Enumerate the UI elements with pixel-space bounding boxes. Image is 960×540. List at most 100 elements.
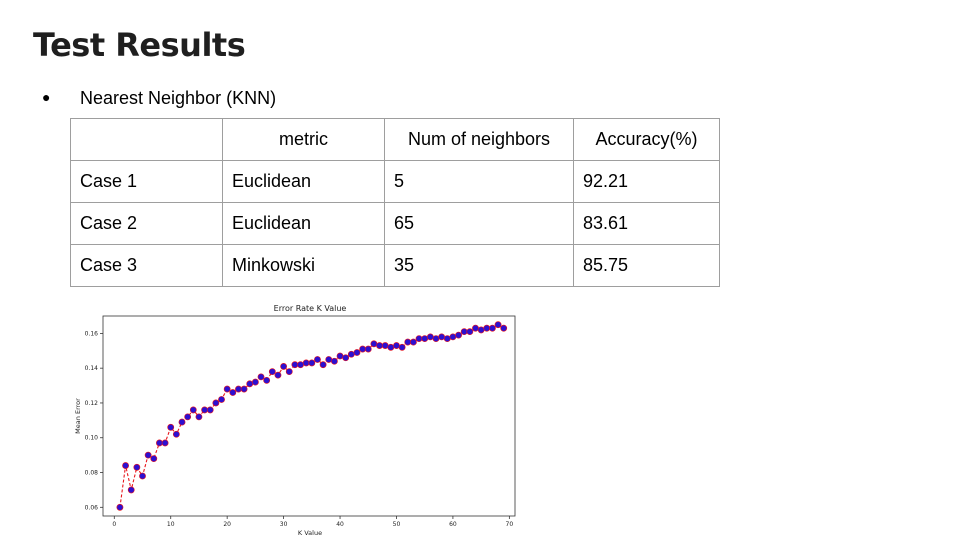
table-cell: 83.61 bbox=[573, 202, 720, 245]
header-cell-metric: metric bbox=[222, 118, 385, 161]
data-point bbox=[325, 356, 333, 363]
table-header-row: metric Num of neighbors Accuracy(%) bbox=[70, 118, 720, 161]
y-axis-label: Mean Error bbox=[74, 398, 82, 434]
data-point bbox=[494, 321, 502, 329]
x-tick-label: 0 bbox=[112, 521, 116, 528]
table-row: Case 2 Euclidean 65 83.61 bbox=[70, 202, 720, 245]
data-point bbox=[127, 486, 135, 494]
data-point bbox=[489, 324, 496, 332]
data-point bbox=[342, 354, 350, 362]
data-point bbox=[364, 345, 372, 353]
data-point bbox=[319, 361, 327, 369]
data-point bbox=[466, 328, 474, 336]
data-point bbox=[443, 335, 451, 343]
data-point bbox=[212, 399, 220, 407]
results-table: metric Num of neighbors Accuracy(%) Case… bbox=[70, 118, 720, 287]
data-point bbox=[172, 430, 180, 438]
y-tick-label: 0.14 bbox=[85, 365, 99, 372]
data-point bbox=[195, 413, 203, 421]
data-point bbox=[393, 342, 400, 349]
data-point bbox=[285, 368, 293, 376]
data-point bbox=[184, 413, 192, 421]
data-point bbox=[133, 463, 141, 471]
data-point bbox=[426, 333, 434, 341]
data-point bbox=[370, 340, 378, 348]
table-row: Case 1 Euclidean 5 92.21 bbox=[70, 160, 720, 203]
header-cell-empty bbox=[70, 118, 223, 161]
data-point bbox=[150, 455, 158, 463]
table-cell: Euclidean bbox=[222, 160, 385, 203]
data-point bbox=[359, 345, 367, 353]
data-point bbox=[415, 335, 423, 343]
data-point bbox=[314, 356, 321, 363]
data-point bbox=[189, 406, 197, 414]
data-point bbox=[257, 373, 265, 381]
data-point bbox=[376, 342, 383, 349]
data-point bbox=[218, 396, 225, 403]
data-point bbox=[353, 349, 361, 356]
data-point bbox=[500, 324, 508, 332]
data-point bbox=[460, 328, 468, 336]
plot-frame bbox=[102, 315, 516, 517]
data-point bbox=[240, 385, 248, 393]
data-point bbox=[206, 406, 214, 414]
data-point bbox=[398, 343, 406, 351]
data-point bbox=[410, 338, 417, 346]
data-point bbox=[280, 363, 288, 370]
data-point bbox=[297, 361, 304, 369]
data-point bbox=[336, 352, 344, 360]
data-point bbox=[274, 371, 282, 379]
x-tick-label: 70 bbox=[506, 521, 514, 528]
x-tick-label: 50 bbox=[393, 521, 401, 528]
data-point bbox=[291, 361, 299, 369]
chart-title: Error Rate K Value bbox=[274, 304, 347, 313]
data-point bbox=[116, 503, 124, 511]
data-point bbox=[156, 439, 163, 447]
data-point bbox=[472, 324, 479, 332]
table-cell: 5 bbox=[384, 160, 574, 203]
data-point bbox=[229, 389, 237, 396]
data-point bbox=[201, 406, 208, 414]
bullet-item: ● Nearest Neighbor (KNN) bbox=[42, 88, 276, 109]
series-line bbox=[119, 324, 504, 508]
error-rate-chart: Error Rate K Value 0 10 20 30 40 50 60 70 0.06 0… bbox=[74, 304, 516, 537]
x-tick-label: 60 bbox=[449, 521, 457, 528]
data-point bbox=[432, 335, 440, 343]
header-cell-accuracy: Accuracy(%) bbox=[573, 118, 720, 161]
table-cell: Euclidean bbox=[222, 202, 385, 245]
table-row: Case 3 Minkowski 35 85.75 bbox=[70, 244, 720, 287]
data-point bbox=[387, 343, 395, 351]
x-tick-label: 40 bbox=[336, 521, 344, 528]
data-point bbox=[223, 385, 231, 393]
table-cell: 85.75 bbox=[573, 244, 720, 287]
data-point bbox=[330, 357, 338, 365]
slide-title: Test Results bbox=[33, 26, 246, 64]
x-axis-label: K Value bbox=[298, 529, 322, 537]
y-tick-label: 0.12 bbox=[85, 400, 99, 407]
bullet-text: Nearest Neighbor (KNN) bbox=[80, 88, 277, 108]
data-point bbox=[483, 324, 491, 332]
data-point bbox=[235, 385, 242, 393]
data-point bbox=[268, 368, 276, 376]
data-point bbox=[161, 439, 169, 447]
data-point bbox=[178, 418, 186, 426]
y-tick-label: 0.10 bbox=[85, 435, 99, 442]
x-tick-label: 10 bbox=[167, 521, 175, 528]
y-axis-ticks: 0.06 0.08 0.10 0.12 0.14 0.16 bbox=[85, 330, 103, 511]
data-point bbox=[404, 338, 412, 346]
x-tick-label: 30 bbox=[280, 521, 288, 528]
header-cell-neighbors: Num of neighbors bbox=[384, 118, 574, 161]
data-point bbox=[251, 378, 259, 386]
table-cell: Case 2 bbox=[70, 202, 223, 245]
data-point bbox=[144, 451, 152, 459]
x-tick-label: 20 bbox=[223, 521, 231, 528]
table-cell: Case 3 bbox=[70, 244, 223, 287]
data-point bbox=[477, 326, 485, 334]
data-point bbox=[381, 342, 389, 349]
y-tick-label: 0.16 bbox=[85, 330, 99, 337]
data-point bbox=[438, 333, 446, 341]
y-tick-label: 0.06 bbox=[85, 504, 99, 511]
data-point bbox=[139, 472, 146, 480]
table-cell: 65 bbox=[384, 202, 574, 245]
data-point bbox=[308, 359, 316, 367]
